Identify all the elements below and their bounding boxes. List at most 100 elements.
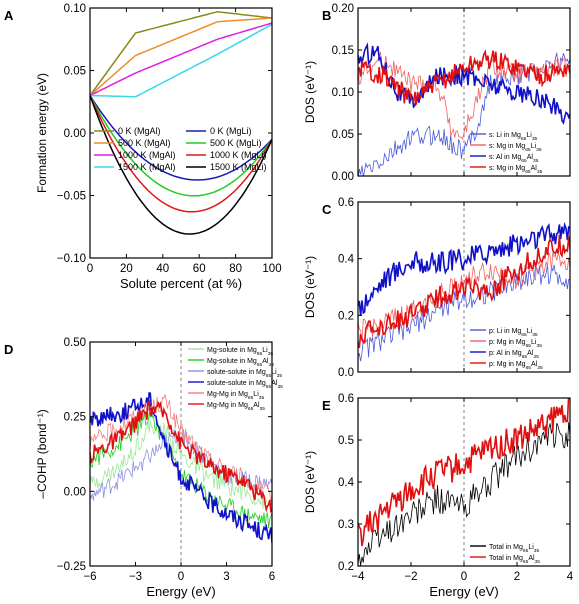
legend-entry: Mg-Mg in Mg65Li35: [207, 391, 264, 401]
y-axis-label: –COHP (bond⁻¹): [35, 409, 49, 498]
x-tick-label: 2: [514, 571, 520, 583]
y-tick-label: 0.6: [338, 197, 354, 209]
x-tick-label: 0: [178, 571, 184, 583]
legend-entry: p: Mg in Mg65Li35: [489, 339, 542, 349]
y-tick-label: −0.10: [57, 253, 86, 265]
y-tick-label: 0.4: [338, 254, 355, 266]
x-tick-label: −6: [83, 571, 96, 583]
legend-entry: Mg-Mg in Mg65Al35: [207, 402, 265, 412]
panel-C: 0.0 0.2 0.4 0.6 C DOS (eV⁻¹) p: Li in Mg65Li35…: [303, 197, 571, 379]
y-axis-label: DOS (eV⁻¹): [303, 256, 317, 318]
y-tick-label: 0.10: [332, 87, 354, 99]
x-tick-label: 40: [156, 263, 169, 275]
x-axis-label: Solute percent (at %): [120, 276, 242, 291]
y-tick-label: 0.4: [338, 477, 355, 489]
x-tick-label: 20: [120, 263, 133, 275]
y-tick-label: 0.50: [64, 337, 86, 349]
panel-label: E: [322, 398, 331, 413]
legend-entry: solute-solute in Mg65Li35: [207, 369, 282, 379]
y-tick-label: 0.00: [332, 171, 354, 183]
x-axis-label: Energy (eV): [146, 584, 215, 599]
y-tick-label: 0.6: [338, 393, 354, 405]
y-tick-label: 0.5: [338, 435, 354, 447]
series-line-E-0: [358, 422, 570, 566]
panel-D: −0.25 0.00 0.25 0.50 −6 −3 0 3 6 D –COHP (bond⁻¹) E…: [4, 337, 283, 599]
x-tick-label: 60: [193, 263, 206, 275]
legend-entry: 0 K (MgAl): [118, 126, 161, 136]
legend-entry: 1500 K (MgAl): [118, 162, 176, 172]
panel-E: 0.2 0.3 0.4 0.5 0.6 −4 −2 0 2 4 E DOS (eV⁻¹) Energy …: [303, 393, 574, 599]
y-axis-label: DOS (eV⁻¹): [303, 451, 317, 513]
panel-label: B: [322, 8, 331, 23]
y-tick-label: 0.05: [332, 129, 354, 141]
series-line-B-2: [358, 42, 570, 125]
series-line-D-3: [90, 391, 272, 543]
y-tick-label: −0.25: [57, 561, 86, 573]
series-line-D-4: [90, 394, 272, 505]
legend-entry: 1500 K (MgLi): [210, 162, 267, 172]
x-axis-label: Energy (eV): [429, 584, 498, 599]
x-tick-label: 0: [87, 263, 93, 275]
legend: 0 K (MgAl) 500 K (MgAl) 1000 K (MgAl) 1500 …: [94, 126, 267, 172]
legend-entry: Mg-solute in Mg65Al35: [207, 358, 274, 368]
y-tick-label: 0.2: [338, 310, 354, 322]
y-axis-label: Formation energy (eV): [35, 73, 49, 193]
series-line-D-0: [90, 419, 272, 510]
legend-entry: s: Mg in Mg65Al35: [489, 165, 543, 175]
y-tick-label: 0.15: [332, 45, 354, 57]
series-line-C-0: [358, 264, 570, 362]
series-line-A-7: [90, 95, 272, 235]
y-tick-label: 0.0: [338, 367, 354, 379]
panel-label: A: [4, 8, 14, 23]
panel-label: D: [4, 342, 13, 357]
legend-entry: 500 K (MgAl): [118, 138, 171, 148]
series-line-A-2: [90, 22, 272, 97]
legend-entry: 0 K (MgLi): [210, 126, 252, 136]
series-line-B-3: [358, 49, 570, 105]
series-line-A-5: [90, 95, 272, 197]
series-line-C-3: [358, 234, 570, 349]
legend-entry: p: Li in Mg65Li35: [489, 328, 538, 338]
y-tick-label: 0.20: [332, 3, 354, 15]
x-tick-label: 80: [229, 263, 242, 275]
series-line-A-3: [90, 23, 272, 98]
legend-entry: solute-solute in Mg65Al35: [207, 380, 283, 390]
series-line-A-6: [90, 95, 272, 213]
y-tick-label: 0.00: [64, 486, 86, 498]
series-line-A-0: [90, 11, 272, 96]
legend-entry: Total in Mg65Li35: [489, 544, 539, 554]
x-tick-label: −2: [404, 571, 417, 583]
series-line-C-2: [358, 221, 570, 316]
legend-entry: Mg-solute in Mg65Li35: [207, 347, 273, 357]
series-line-C-1: [358, 252, 570, 342]
x-tick-label: −3: [129, 571, 142, 583]
legend-entry: 1000 K (MgLi): [210, 150, 267, 160]
legend-entry: p: Al in Mg65Al35: [489, 350, 539, 360]
legend-entry: 1000 K (MgAl): [118, 150, 176, 160]
series-line-D-5: [90, 399, 272, 513]
series-line-A-4: [90, 95, 272, 181]
panel-label: C: [322, 202, 332, 217]
x-tick-label: −4: [351, 571, 365, 583]
legend-entry: 500 K (MgLi): [210, 138, 262, 148]
legend-entry: Total in Mg65Al35: [489, 555, 540, 565]
series-line-A-1: [90, 17, 272, 97]
y-tick-label: −0.05: [57, 191, 86, 203]
x-tick-label: 100: [262, 263, 281, 275]
panel-B: 0.00 0.05 0.10 0.15 0.20B DOS (eV⁻¹) s: Li in …: [303, 3, 571, 183]
y-tick-label: 0.2: [338, 561, 354, 573]
y-tick-label: 0.3: [338, 519, 354, 531]
x-tick-label: 6: [269, 571, 275, 583]
y-tick-label: 0.25: [64, 412, 86, 424]
panel-A: −0.10 −0.05 0.00 0.05 0.10 0 20 40 60 80 100 A Forma…: [4, 3, 282, 291]
y-axis-label: DOS (eV⁻¹): [303, 61, 317, 123]
x-tick-label: 4: [567, 571, 574, 583]
y-tick-label: 0.05: [64, 66, 86, 78]
legend-entry: s: Li in Mg65Li35: [489, 132, 538, 142]
legend-entry: p: Mg in Mg65Al35: [489, 361, 543, 371]
